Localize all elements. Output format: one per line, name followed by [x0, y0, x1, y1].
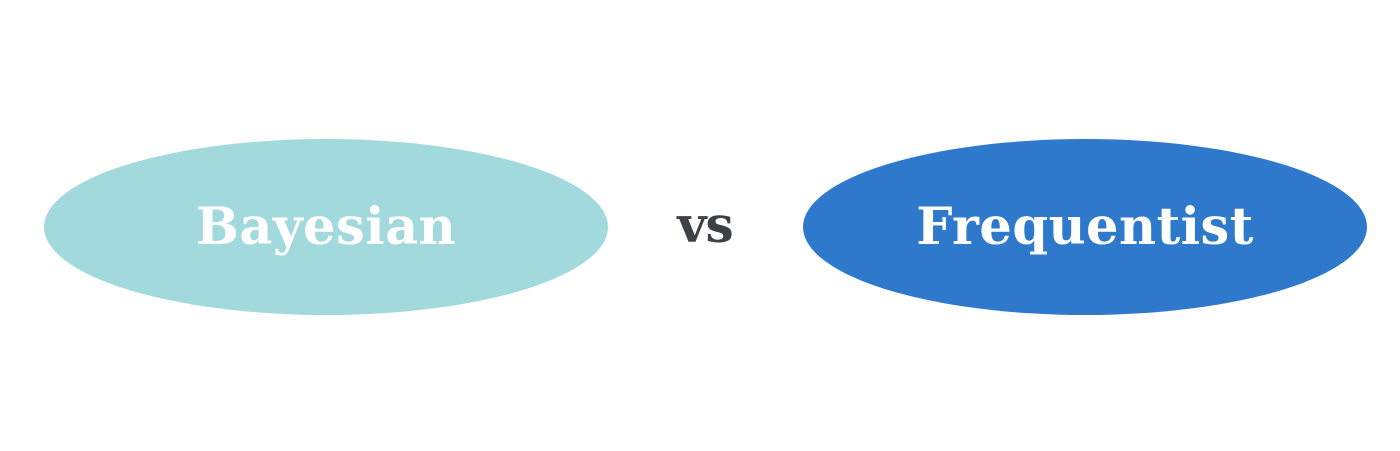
frequentist-ellipse: Frequentist — [803, 139, 1367, 315]
bayesian-label: Bayesian — [195, 196, 457, 257]
vs-label: vs — [677, 195, 733, 254]
frequentist-label: Frequentist — [916, 196, 1254, 257]
bayesian-ellipse: Bayesian — [44, 139, 608, 315]
